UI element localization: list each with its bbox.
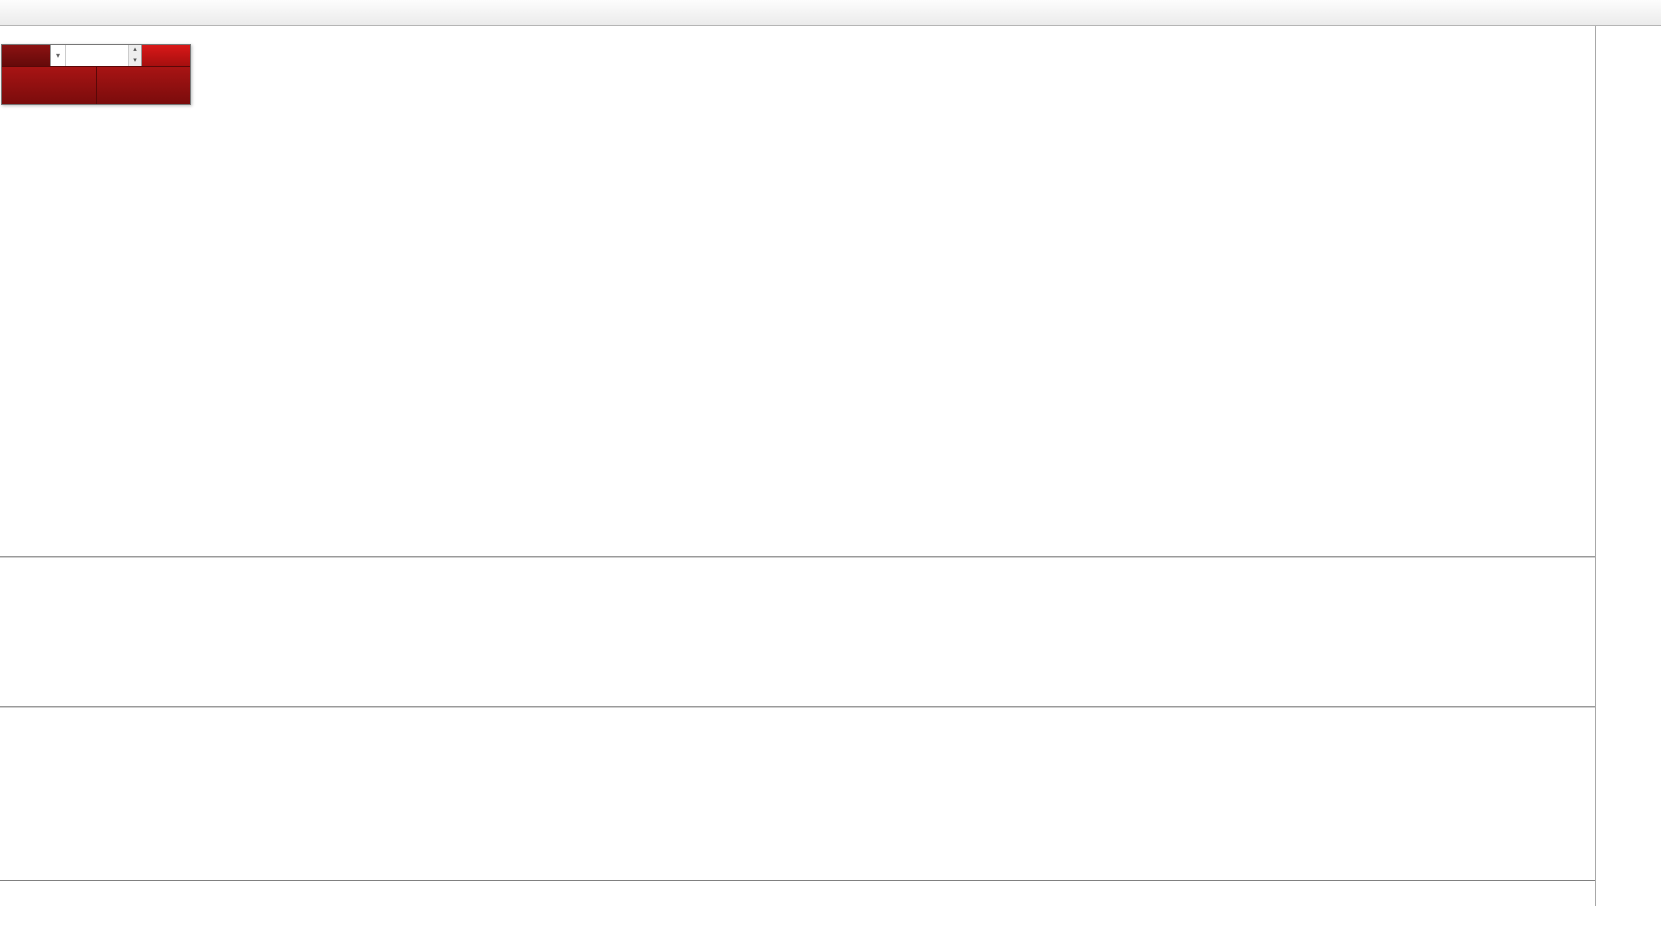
price-axis[interactable] <box>1595 26 1661 906</box>
time-axis[interactable] <box>0 880 1595 906</box>
main-toolbar <box>0 0 1661 26</box>
volume-up-icon[interactable]: ▴ <box>129 45 141 56</box>
one-click-trading-panel: ▾ ▴ ▾ <box>1 44 191 105</box>
sell-button[interactable] <box>2 45 50 66</box>
rsi-indicator-label <box>4 26 12 38</box>
pane-separator[interactable] <box>0 556 1595 558</box>
volume-dropdown-icon[interactable]: ▾ <box>51 45 66 66</box>
volume-stepper[interactable]: ▴ ▾ <box>128 45 141 66</box>
chart-plot-area[interactable]: ▾ ▴ ▾ <box>0 26 1595 906</box>
volume-value <box>66 45 128 66</box>
volume-down-icon[interactable]: ▾ <box>129 55 141 66</box>
buy-price[interactable] <box>95 67 190 104</box>
macd-canvas <box>0 558 1595 706</box>
rsi-canvas <box>0 708 1595 880</box>
pane-separator[interactable] <box>0 706 1595 708</box>
window-margin <box>0 906 1661 949</box>
sell-price[interactable] <box>2 67 96 104</box>
price-chart-canvas <box>0 26 1595 556</box>
volume-input[interactable]: ▾ ▴ ▾ <box>50 45 142 66</box>
buy-button[interactable] <box>142 45 190 66</box>
chart-window: ▾ ▴ ▾ <box>0 26 1661 906</box>
